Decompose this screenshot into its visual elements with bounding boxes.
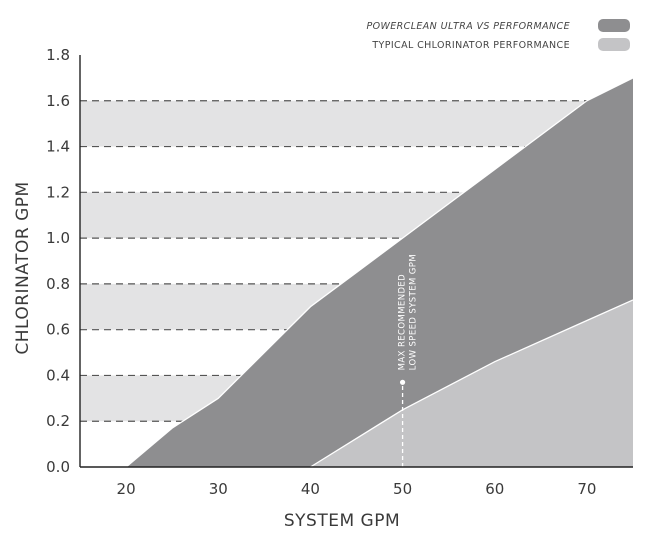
x-tick-labels: 20 30 40 50 60 70 [117, 480, 597, 498]
y-tick-label: 0.8 [46, 275, 70, 293]
axes [79, 55, 633, 468]
y-tick-label: 0.2 [46, 412, 70, 430]
x-tick-label: 30 [209, 480, 228, 498]
y-tick-label: 0.0 [46, 458, 70, 476]
y-tick-label: 1.6 [46, 92, 70, 110]
y-tick-labels: 0.0 0.2 0.4 0.6 0.8 1.0 1.2 1.4 1.6 1.8 [46, 46, 70, 476]
x-tick-label: 50 [393, 480, 412, 498]
y-tick-label: 0.4 [46, 366, 70, 384]
legend-swatch [598, 38, 630, 51]
series-edge [125, 77, 634, 468]
x-tick-label: 70 [577, 480, 596, 498]
series-edge [310, 299, 634, 468]
legend: POWERCLEAN ULTRA VS PERFORMANCE TYPICAL C… [366, 19, 630, 51]
y-tick-label: 1.8 [46, 46, 70, 64]
y-tick-label: 1.2 [46, 183, 70, 201]
series-areas [125, 77, 634, 468]
y-tick-label: 1.0 [46, 229, 70, 247]
y-axis-title: CHLORINATOR GPM [13, 181, 33, 354]
x-tick-label: 40 [301, 480, 320, 498]
x-tick-label: 60 [485, 480, 504, 498]
y-tick-label: 0.6 [46, 321, 70, 339]
annotation-label-line2: LOW SPEED SYSTEM GPM [409, 254, 419, 370]
x-axis-title: SYSTEM GPM [284, 511, 400, 531]
annotation-dot [399, 379, 406, 385]
x-tick-label: 20 [117, 480, 136, 498]
series-area [310, 299, 633, 467]
annotation: MAX RECOMMENDED LOW SPEED SYSTEM GPM [398, 254, 419, 467]
annotation-label-line1: MAX RECOMMENDED [398, 274, 408, 370]
legend-label: POWERCLEAN ULTRA VS PERFORMANCE [366, 21, 570, 32]
legend-swatch [598, 19, 630, 32]
legend-label: TYPICAL CHLORINATOR PERFORMANCE [371, 40, 570, 51]
y-tick-label: 1.4 [46, 138, 70, 156]
